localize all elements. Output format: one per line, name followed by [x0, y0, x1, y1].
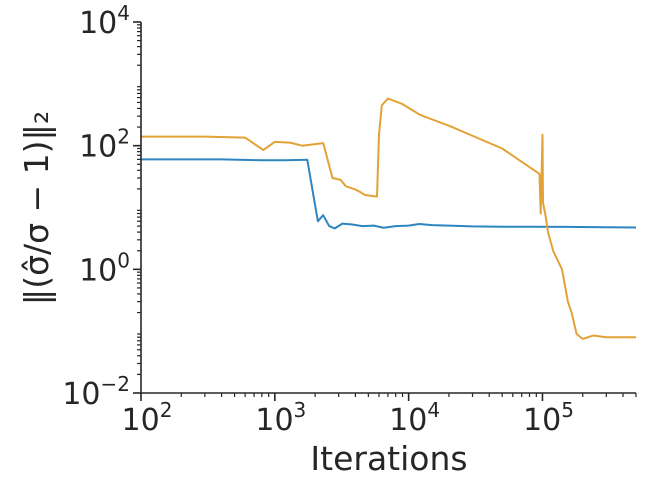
y-tick-label: 10−2 [62, 372, 130, 412]
x-tick-label: 104 [389, 398, 440, 438]
y-tick-label: 104 [79, 1, 130, 41]
y-tick-label: 100 [79, 248, 130, 288]
x-tick-label: 105 [523, 398, 574, 438]
x-axis-title: Iterations [310, 439, 467, 478]
x-tick-label: 103 [255, 398, 306, 438]
y-tick-label: 102 [79, 125, 130, 165]
tick-layer: 102 103 104 105 10−2 100 102 104 [62, 1, 637, 438]
series-layer [141, 97, 637, 340]
y-axis-title: ‖(σ̂/σ − 1)‖₂ [17, 111, 56, 306]
x-tick-label: 102 [122, 398, 173, 438]
series-line-1 [141, 158, 637, 230]
series-line-2 [141, 97, 636, 340]
